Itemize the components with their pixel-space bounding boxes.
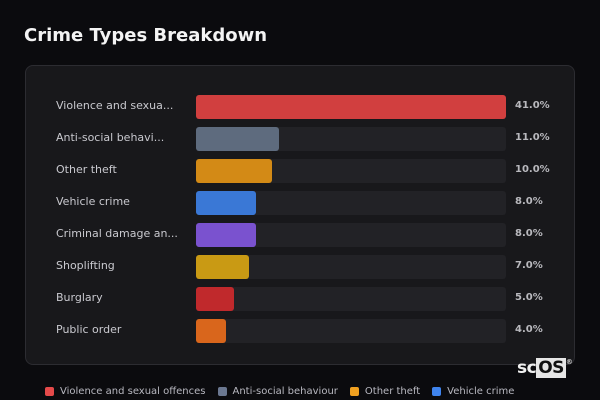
bar-track [196, 287, 506, 311]
bar-track [196, 159, 506, 183]
bar[interactable] [196, 191, 257, 215]
bar[interactable] [196, 255, 249, 279]
bar[interactable] [196, 319, 227, 343]
bar-row: Other theft 10.0% [26, 159, 574, 183]
bar-label: Other theft [56, 163, 117, 176]
legend-label: Anti-social behaviour [232, 386, 338, 397]
bar-value: 4.0% [515, 324, 543, 335]
bar-row: Anti-social behavi... 11.0% [26, 127, 574, 151]
bar-value: 10.0% [515, 164, 550, 175]
logo-registered: ® [565, 358, 573, 366]
legend-label: Other theft [364, 386, 421, 397]
bar-track [196, 223, 506, 247]
bar-value: 11.0% [515, 132, 550, 143]
bar-track [196, 255, 506, 279]
bar[interactable] [196, 127, 280, 151]
bar-label: Anti-social behavi... [56, 131, 165, 144]
scos-logo: sc OS ® [517, 358, 573, 378]
legend-label: Vehicle crime [447, 386, 515, 397]
bar-value: 5.0% [515, 292, 543, 303]
legend-item[interactable]: Other theft [349, 386, 421, 397]
bar-value: 8.0% [515, 228, 543, 239]
bar-track [196, 191, 506, 215]
bar-track [196, 319, 506, 343]
legend-item[interactable]: Anti-social behaviour [217, 386, 338, 397]
bar-label: Shoplifting [56, 259, 115, 272]
legend-item[interactable]: Violence and sexual offences [45, 386, 206, 397]
bar-track [196, 95, 506, 119]
legend-swatch [45, 387, 54, 396]
legend-swatch [432, 387, 442, 396]
bar[interactable] [196, 223, 257, 247]
bar-row: Vehicle crime 8.0% [26, 191, 574, 215]
bar-row: Shoplifting 7.0% [26, 255, 574, 279]
bar-label: Violence and sexua... [56, 99, 174, 112]
legend: Violence and sexual offences Anti-social … [45, 386, 514, 397]
bar-row: Burglary 5.0% [26, 287, 574, 311]
bar-row: Violence and sexua... 41.0% [26, 95, 574, 119]
logo-sc: sc [517, 358, 537, 378]
legend-label: Violence and sexual offences [60, 386, 206, 397]
bar-value: 7.0% [515, 260, 543, 271]
bar-row: Criminal damage an... 8.0% [26, 223, 574, 247]
logo-os: OS [536, 358, 566, 378]
chart-title: Crime Types Breakdown [24, 25, 268, 46]
bar-value: 8.0% [515, 196, 543, 207]
legend-item[interactable]: Vehicle crime [432, 386, 514, 397]
bar-row: Public order 4.0% [26, 319, 574, 343]
legend-swatch [217, 387, 227, 396]
bar-label: Burglary [56, 291, 103, 304]
legend-swatch [349, 387, 359, 396]
bar-track [196, 127, 506, 151]
bar-label: Criminal damage an... [56, 227, 178, 240]
bar[interactable] [196, 95, 506, 119]
bar[interactable] [196, 287, 234, 311]
bar-label: Public order [56, 323, 122, 336]
bar-label: Vehicle crime [56, 195, 130, 208]
chart-card: Violence and sexua... 41.0% Anti-social be… [25, 65, 575, 365]
bar-value: 41.0% [515, 100, 550, 111]
bar[interactable] [196, 159, 272, 183]
